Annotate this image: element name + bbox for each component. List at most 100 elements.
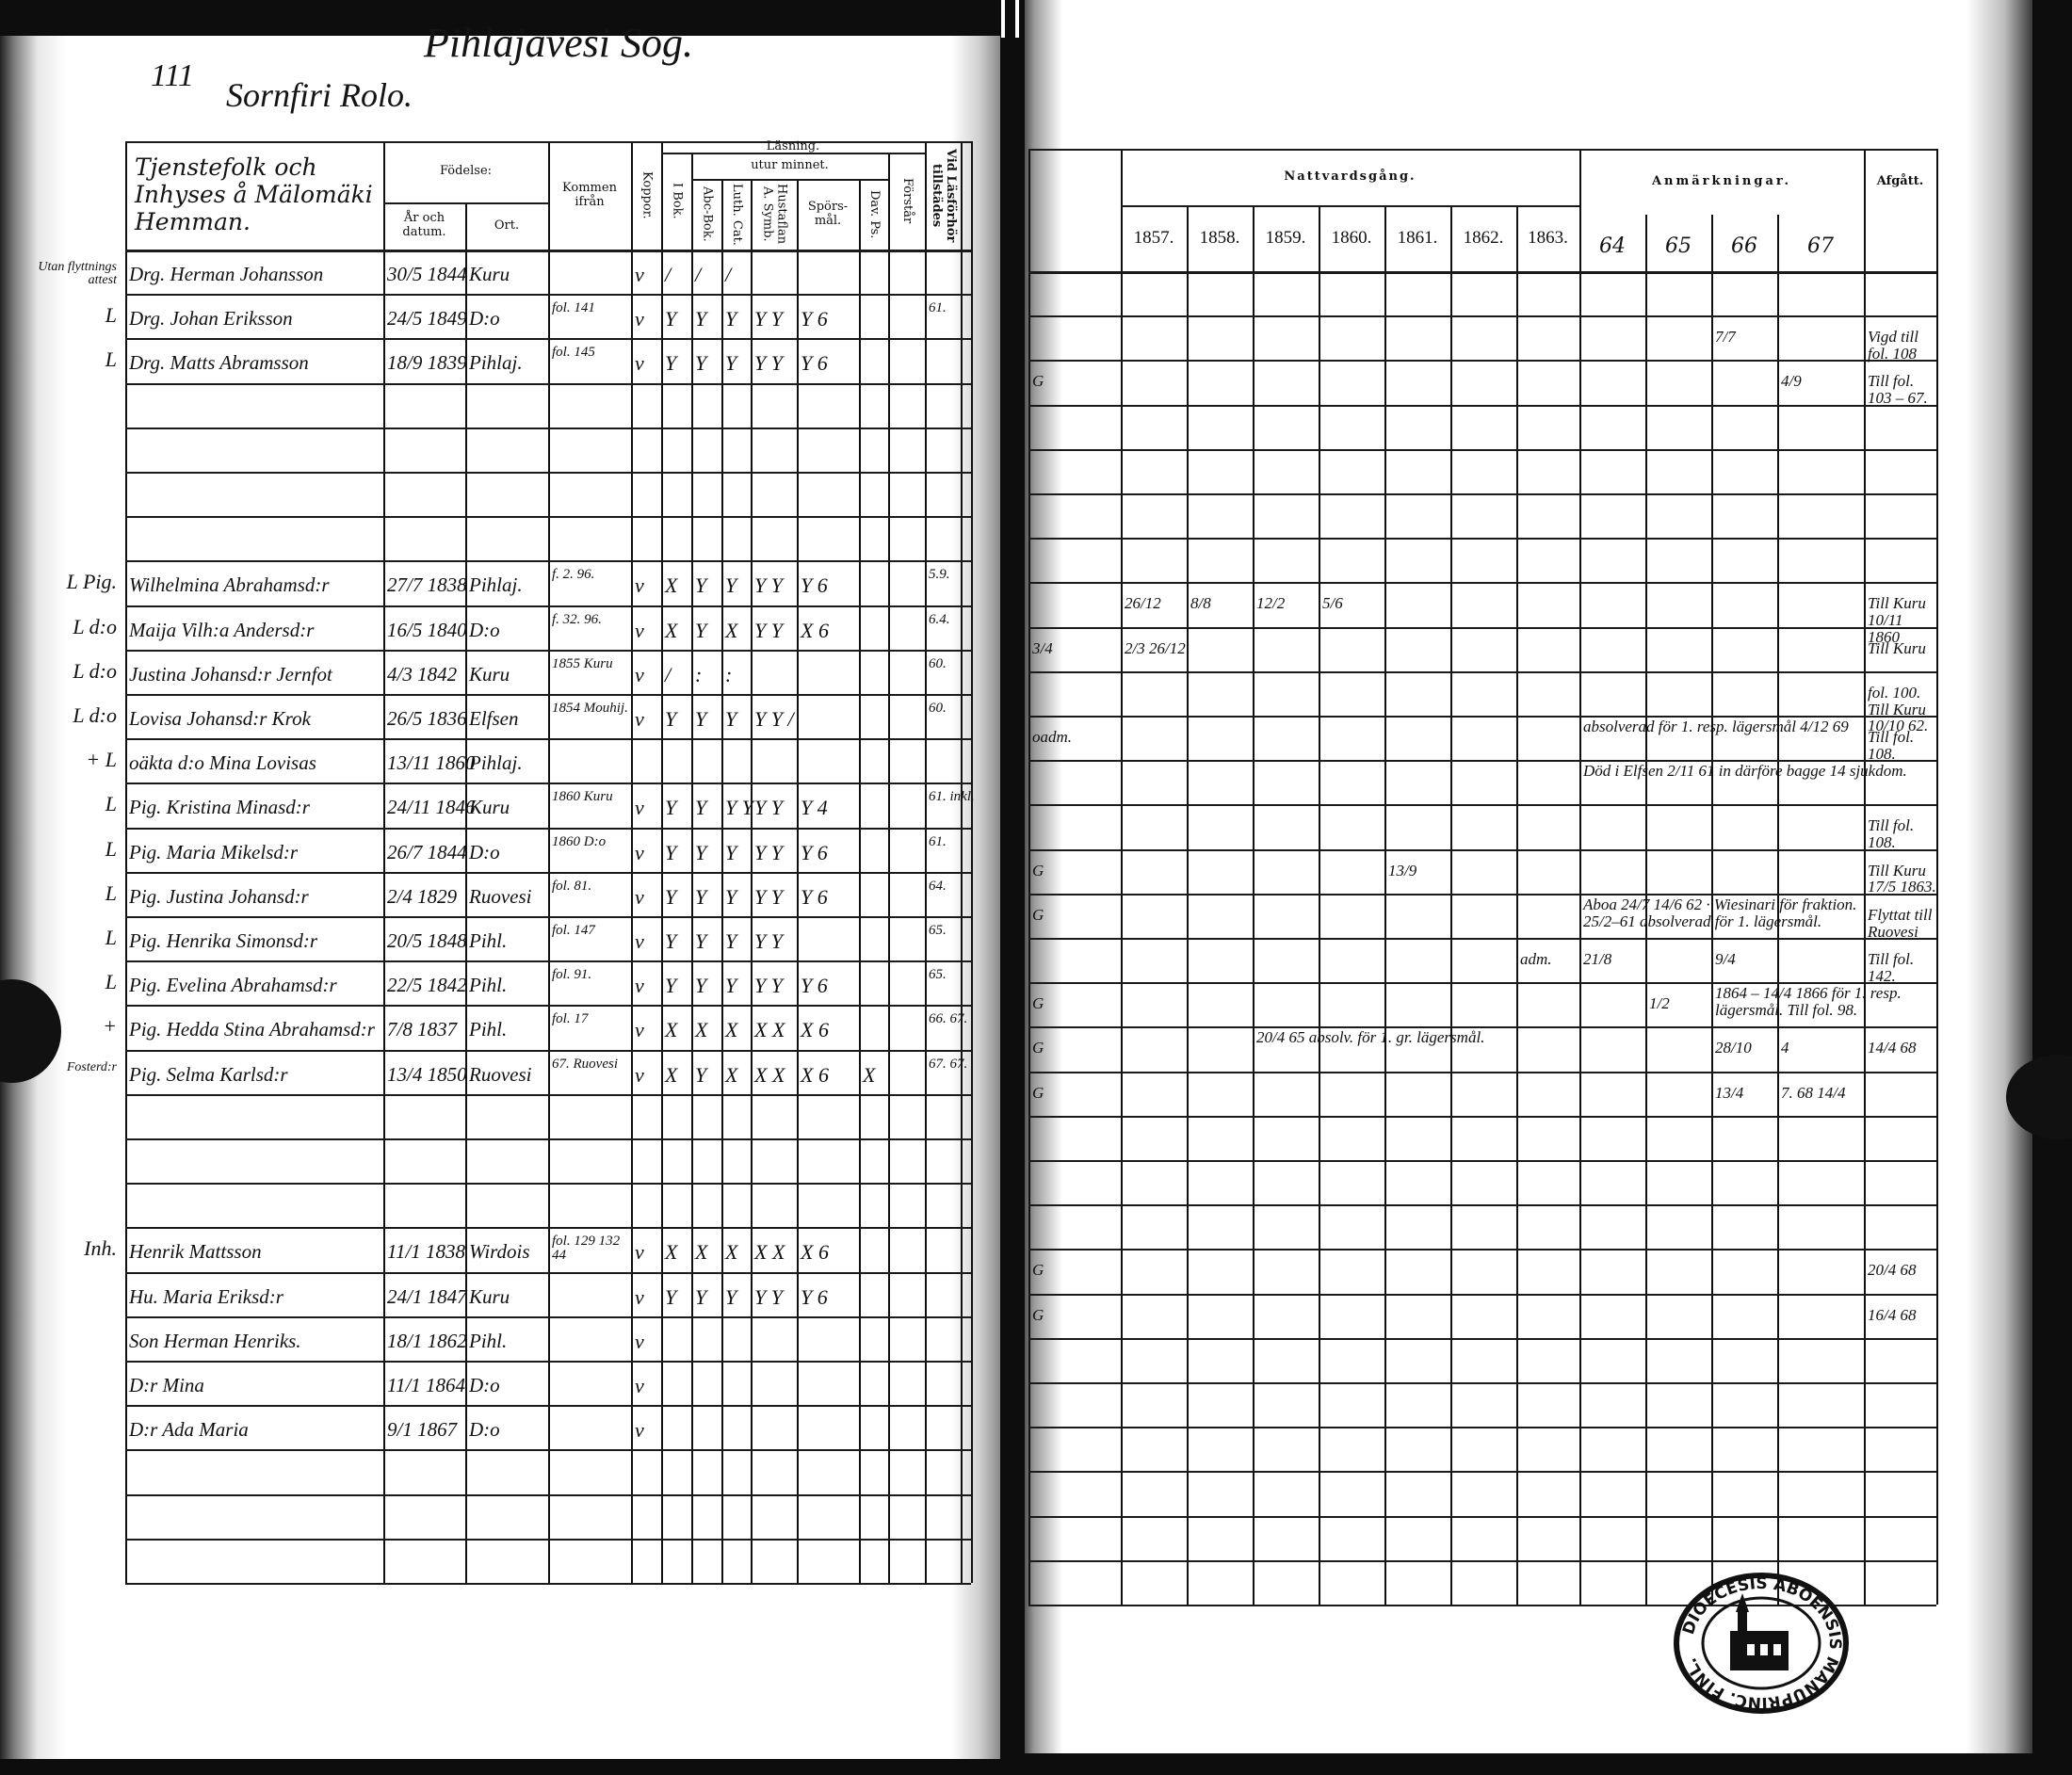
by-heart-subrule <box>691 179 888 181</box>
cell-born: 18/1 1862 <box>387 1329 467 1352</box>
remark-year: 64 <box>1599 234 1626 259</box>
cell-i_bok: Y <box>665 929 677 953</box>
cell-luth: Y Y <box>725 796 753 820</box>
cell-luth: X <box>725 1018 738 1042</box>
cell-spors: Y 6 <box>801 884 828 909</box>
departed-header: Afgått. <box>1876 173 1924 188</box>
cell-a64: absolverad för 1. resp. lägersmål 4/12 6… <box>1583 718 1849 735</box>
cell-name: Drg. Matts Abramsson <box>129 351 309 375</box>
cell-name: Son Herman Henriks. <box>129 1329 301 1352</box>
cell-born: 4/3 1842 <box>387 662 458 686</box>
cell-born: 13/11 1860 <box>387 751 476 775</box>
row-rule <box>125 871 971 874</box>
margin-note: L d:o <box>73 703 117 727</box>
cell-vid: 60. <box>929 655 947 671</box>
koppor-header: Koppor. <box>639 171 655 219</box>
cell-luth: Y <box>725 573 737 598</box>
cell-pre: oadm. <box>1032 728 1073 746</box>
cell-pre: G <box>1032 994 1044 1013</box>
cell-husfl: Y Y <box>754 796 783 820</box>
cell-born: 27/7 1838 <box>387 573 467 597</box>
communion-year: 1863. <box>1528 228 1568 249</box>
cell-abc: Y <box>695 840 707 864</box>
column-rule <box>691 153 693 1583</box>
column-rule <box>1028 149 1030 1605</box>
dav-ps-header: Dav. Ps. <box>866 189 882 239</box>
communion-year: 1858. <box>1199 228 1240 249</box>
row-rule <box>1028 1515 1936 1518</box>
row-rule <box>125 916 971 918</box>
reading-subrule <box>661 153 925 154</box>
cell-born: 13/4 1850 <box>387 1062 467 1086</box>
cell-born: 20/5 1848 <box>387 929 467 952</box>
sporsmal-header: Spörs-mål. <box>807 199 849 228</box>
cell-from: fol. 145 <box>552 345 595 361</box>
cell-i_bok: X <box>665 1062 678 1087</box>
cell-afgatt: Till fol. 142. <box>1868 950 1915 985</box>
cell-vid: 66. 67. <box>929 1011 968 1027</box>
cell-i_bok: Y <box>665 884 677 909</box>
cell-a66: 9/4 <box>1715 950 1736 968</box>
cell-n1863: adm. <box>1520 950 1552 968</box>
cell-husfl: X X <box>754 1062 785 1087</box>
cell-luth: Y <box>725 884 737 909</box>
cell-luth: / <box>725 263 732 286</box>
cell-place: D:o <box>469 1418 500 1442</box>
communion-year: 1857. <box>1133 228 1174 249</box>
cell-n1859: 12/2 <box>1256 594 1286 613</box>
remarks-header: Anmärkningar. <box>1651 173 1792 188</box>
by-heart-header: utur minnet. <box>751 157 829 172</box>
cell-pre: G <box>1032 861 1044 879</box>
cell-koppor: v <box>635 263 644 286</box>
row-rule <box>125 694 971 696</box>
cell-vid: 5.9. <box>929 567 950 583</box>
cell-afgatt: Till Kuru 17/5 1863. <box>1868 861 1936 896</box>
margin-note: L Pig. <box>66 570 117 594</box>
cell-i_bok: X <box>665 618 678 642</box>
cell-a66: 13/4 <box>1715 1083 1744 1102</box>
cell-afgatt: Vigd till fol. 108 <box>1868 328 1918 363</box>
cell-place: Pihl. <box>469 974 508 997</box>
cell-i_bok: Y <box>665 974 677 998</box>
vid-lasforhor-header: Vid Läsförhör tillstädes <box>930 148 958 243</box>
margin-note: L <box>105 970 117 994</box>
cell-husfl: Y Y <box>754 840 783 864</box>
column-rule <box>971 141 973 1583</box>
cell-born: 24/1 1847 <box>387 1284 467 1308</box>
cell-pre: G <box>1032 1261 1044 1280</box>
row-rule <box>1028 404 1936 407</box>
cell-husfl: Y Y <box>754 884 783 909</box>
communion-subrule <box>1121 205 1579 207</box>
cell-abc: Y <box>695 796 707 820</box>
row-rule <box>1028 938 1936 940</box>
cell-afgatt: 16/4 68 <box>1868 1305 1917 1324</box>
cell-i_bok: / <box>665 662 672 686</box>
row-rule <box>125 1271 971 1274</box>
forstar-header: Förstår <box>899 178 915 224</box>
cell-place: Kuru <box>469 662 510 686</box>
row-rule <box>125 294 971 297</box>
cell-from: 1855 Kuru <box>552 655 613 671</box>
row-rule <box>1028 1160 1936 1162</box>
cell-from: f. 2. 96. <box>552 567 595 583</box>
row-rule <box>1028 626 1936 629</box>
cell-luth: : <box>725 662 733 686</box>
row-rule <box>125 605 971 607</box>
cell-spors: Y 6 <box>801 351 828 376</box>
margin-note: + L <box>86 748 117 772</box>
cell-spors: Y 6 <box>801 840 828 864</box>
cell-name: Pig. Maria Mikelsd:r <box>129 840 299 863</box>
row-rule <box>125 516 971 519</box>
cell-i_bok: Y <box>665 707 677 731</box>
cell-koppor: v <box>635 796 644 820</box>
margin-note: Utan flyttnings attest <box>38 260 117 287</box>
cell-born: 2/4 1829 <box>387 884 458 908</box>
column-rule <box>1253 205 1255 1605</box>
row-rule <box>125 1183 971 1186</box>
row-rule <box>1028 315 1936 318</box>
row-rule <box>125 427 971 429</box>
row-rule <box>1028 1204 1936 1207</box>
cell-name: Pig. Selma Karlsd:r <box>129 1062 288 1086</box>
cell-koppor: v <box>635 974 644 998</box>
cell-koppor: v <box>635 1062 644 1087</box>
